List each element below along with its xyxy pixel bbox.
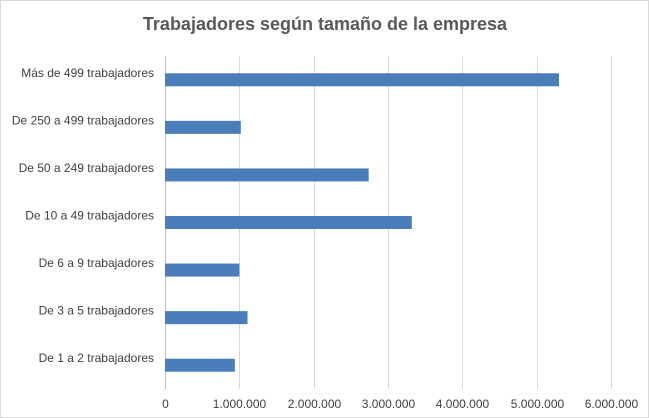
category-label: De 1 a 2 trabajadores xyxy=(39,351,154,365)
bar xyxy=(165,358,235,372)
x-tick-label: 5.000.000 xyxy=(511,397,565,411)
category-label: De 50 a 249 trabajadores xyxy=(19,161,154,175)
x-tick-labels: 0 1.000.000 2.000.000 3.000.000 4.000.000 5.0… xyxy=(162,397,638,411)
bar xyxy=(165,73,559,87)
x-tick-label: 4.000.000 xyxy=(436,397,490,411)
category-labels: Más de 499 trabajadores De 250 a 499 trab… xyxy=(12,66,154,365)
x-tick-label: 3.000.000 xyxy=(362,397,416,411)
category-label: De 10 a 49 trabajadores xyxy=(25,209,154,223)
category-label: De 250 a 499 trabajadores xyxy=(12,113,154,127)
category-label: De 6 a 9 trabajadores xyxy=(39,256,154,270)
x-tick-label: 6.000.000 xyxy=(585,397,639,411)
x-tick-label: 0 xyxy=(162,397,169,411)
x-tick-label: 1.000.000 xyxy=(213,397,267,411)
bar xyxy=(165,216,412,229)
bar xyxy=(165,311,248,325)
bar xyxy=(165,263,240,277)
chart-title: Trabajadores según tamaño de la empresa xyxy=(143,14,508,34)
x-tick-label: 2.000.000 xyxy=(288,397,342,411)
category-label: De 3 a 5 trabajadores xyxy=(39,304,154,318)
bars xyxy=(165,73,559,372)
category-label: Más de 499 trabajadores xyxy=(21,66,154,80)
bar xyxy=(165,168,369,182)
bar xyxy=(165,120,241,134)
